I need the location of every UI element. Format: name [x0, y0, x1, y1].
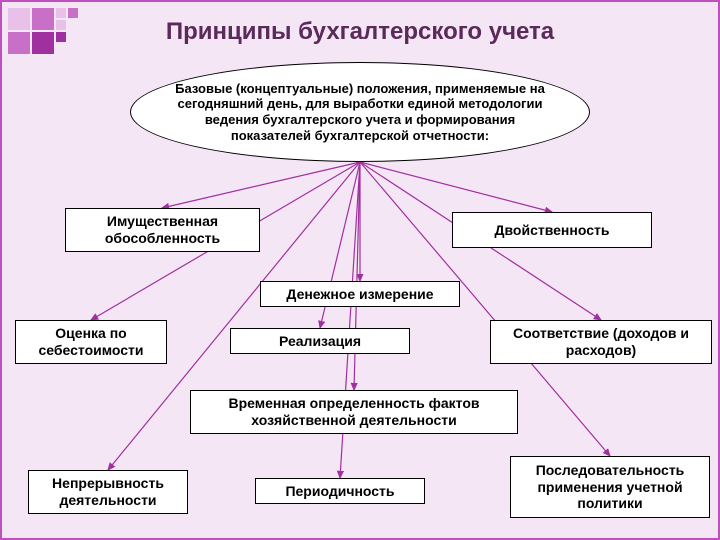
principle-node: Реализация: [230, 328, 410, 354]
principle-node: Двойственность: [452, 212, 652, 248]
central-node: Базовые (концептуальные) положения, прим…: [130, 62, 590, 162]
principle-node: Непрерывность деятельности: [28, 470, 188, 514]
principle-node: Временная определенность фактов хозяйств…: [190, 390, 518, 434]
principle-node: Имущественная обособленность: [65, 208, 260, 252]
principle-node: Периодичность: [255, 478, 425, 504]
principle-node: Последовательность применения учетной по…: [510, 456, 710, 518]
principle-node: Денежное измерение: [260, 281, 460, 307]
principle-node: Соответствие (доходов и расходов): [490, 320, 712, 364]
principle-node: Оценка по себестоимости: [15, 320, 167, 364]
slide-title: Принципы бухгалтерского учета: [0, 18, 720, 46]
